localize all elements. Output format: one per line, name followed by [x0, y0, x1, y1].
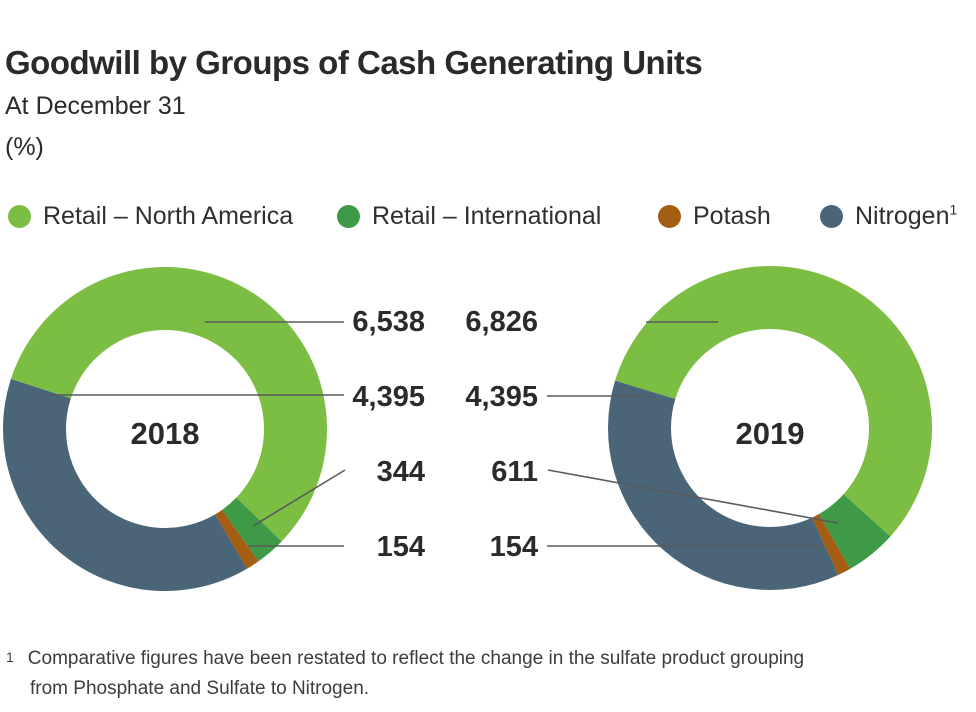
legend-dot-icon — [337, 204, 360, 228]
chart-subtitle: At December 31 — [5, 92, 186, 120]
page-title: Goodwill by Groups of Cash Generating Un… — [5, 44, 703, 81]
footnote-text-line2: from Phosphate and Sulfate to Nitrogen. — [30, 678, 370, 699]
footnote-marker: 1 — [6, 649, 14, 665]
donut-2018 — [3, 266, 328, 592]
value-label-2019-retail-international: 611 — [491, 456, 538, 488]
donut-segment-2018-potash — [215, 509, 259, 569]
donut-segment-2019-potash — [811, 514, 851, 575]
donut-segment-2019-nitrogen — [608, 380, 839, 590]
unit-label: (%) — [5, 133, 44, 161]
donut-year-label-2018: 2018 — [130, 416, 200, 451]
legend-label: Retail – International — [372, 201, 602, 230]
value-label-2018-nitrogen: 4,395 — [352, 381, 425, 413]
legend-label: Retail – North America — [43, 201, 294, 230]
donut-2019 — [608, 265, 933, 590]
value-label-2019-potash: 154 — [489, 531, 538, 563]
footnote: 1 Comparative figures have been restated … — [6, 644, 946, 704]
donut-segment-2019-retail-north-america — [615, 265, 933, 537]
legend-dot-icon — [8, 204, 31, 228]
legend-item-retail-north-america: Retail – North America — [8, 202, 293, 230]
value-label-2018-retail-international: 344 — [376, 456, 425, 488]
value-label-2018-retail-north-america: 6,538 — [352, 306, 425, 338]
legend-label: Nitrogen1 — [855, 201, 958, 230]
value-label-2019-retail-north-america: 6,826 — [465, 306, 538, 338]
footnote-reference: 1 — [949, 201, 958, 218]
legend-dot-icon — [658, 204, 681, 228]
donut-segment-2019-retail-international — [818, 494, 891, 569]
legend-item-nitrogen: Nitrogen1 — [820, 202, 957, 230]
legend-item-potash: Potash — [658, 202, 771, 230]
footnote-text-line1: Comparative figures have been restated t… — [27, 648, 805, 669]
leader-2018-retail-international — [252, 469, 346, 527]
legend-item-retail-international: Retail – International — [337, 202, 601, 230]
legend-label: Potash — [693, 201, 771, 230]
donut-year-label-2019: 2019 — [735, 416, 805, 451]
legend-dot-icon — [820, 204, 843, 228]
leader-2019-retail-international — [547, 469, 839, 524]
value-label-2018-potash: 154 — [376, 531, 425, 563]
donut-segment-2018-nitrogen — [3, 378, 248, 592]
donut-segment-2018-retail-north-america — [10, 266, 328, 542]
value-label-2019-nitrogen: 4,395 — [465, 381, 538, 413]
